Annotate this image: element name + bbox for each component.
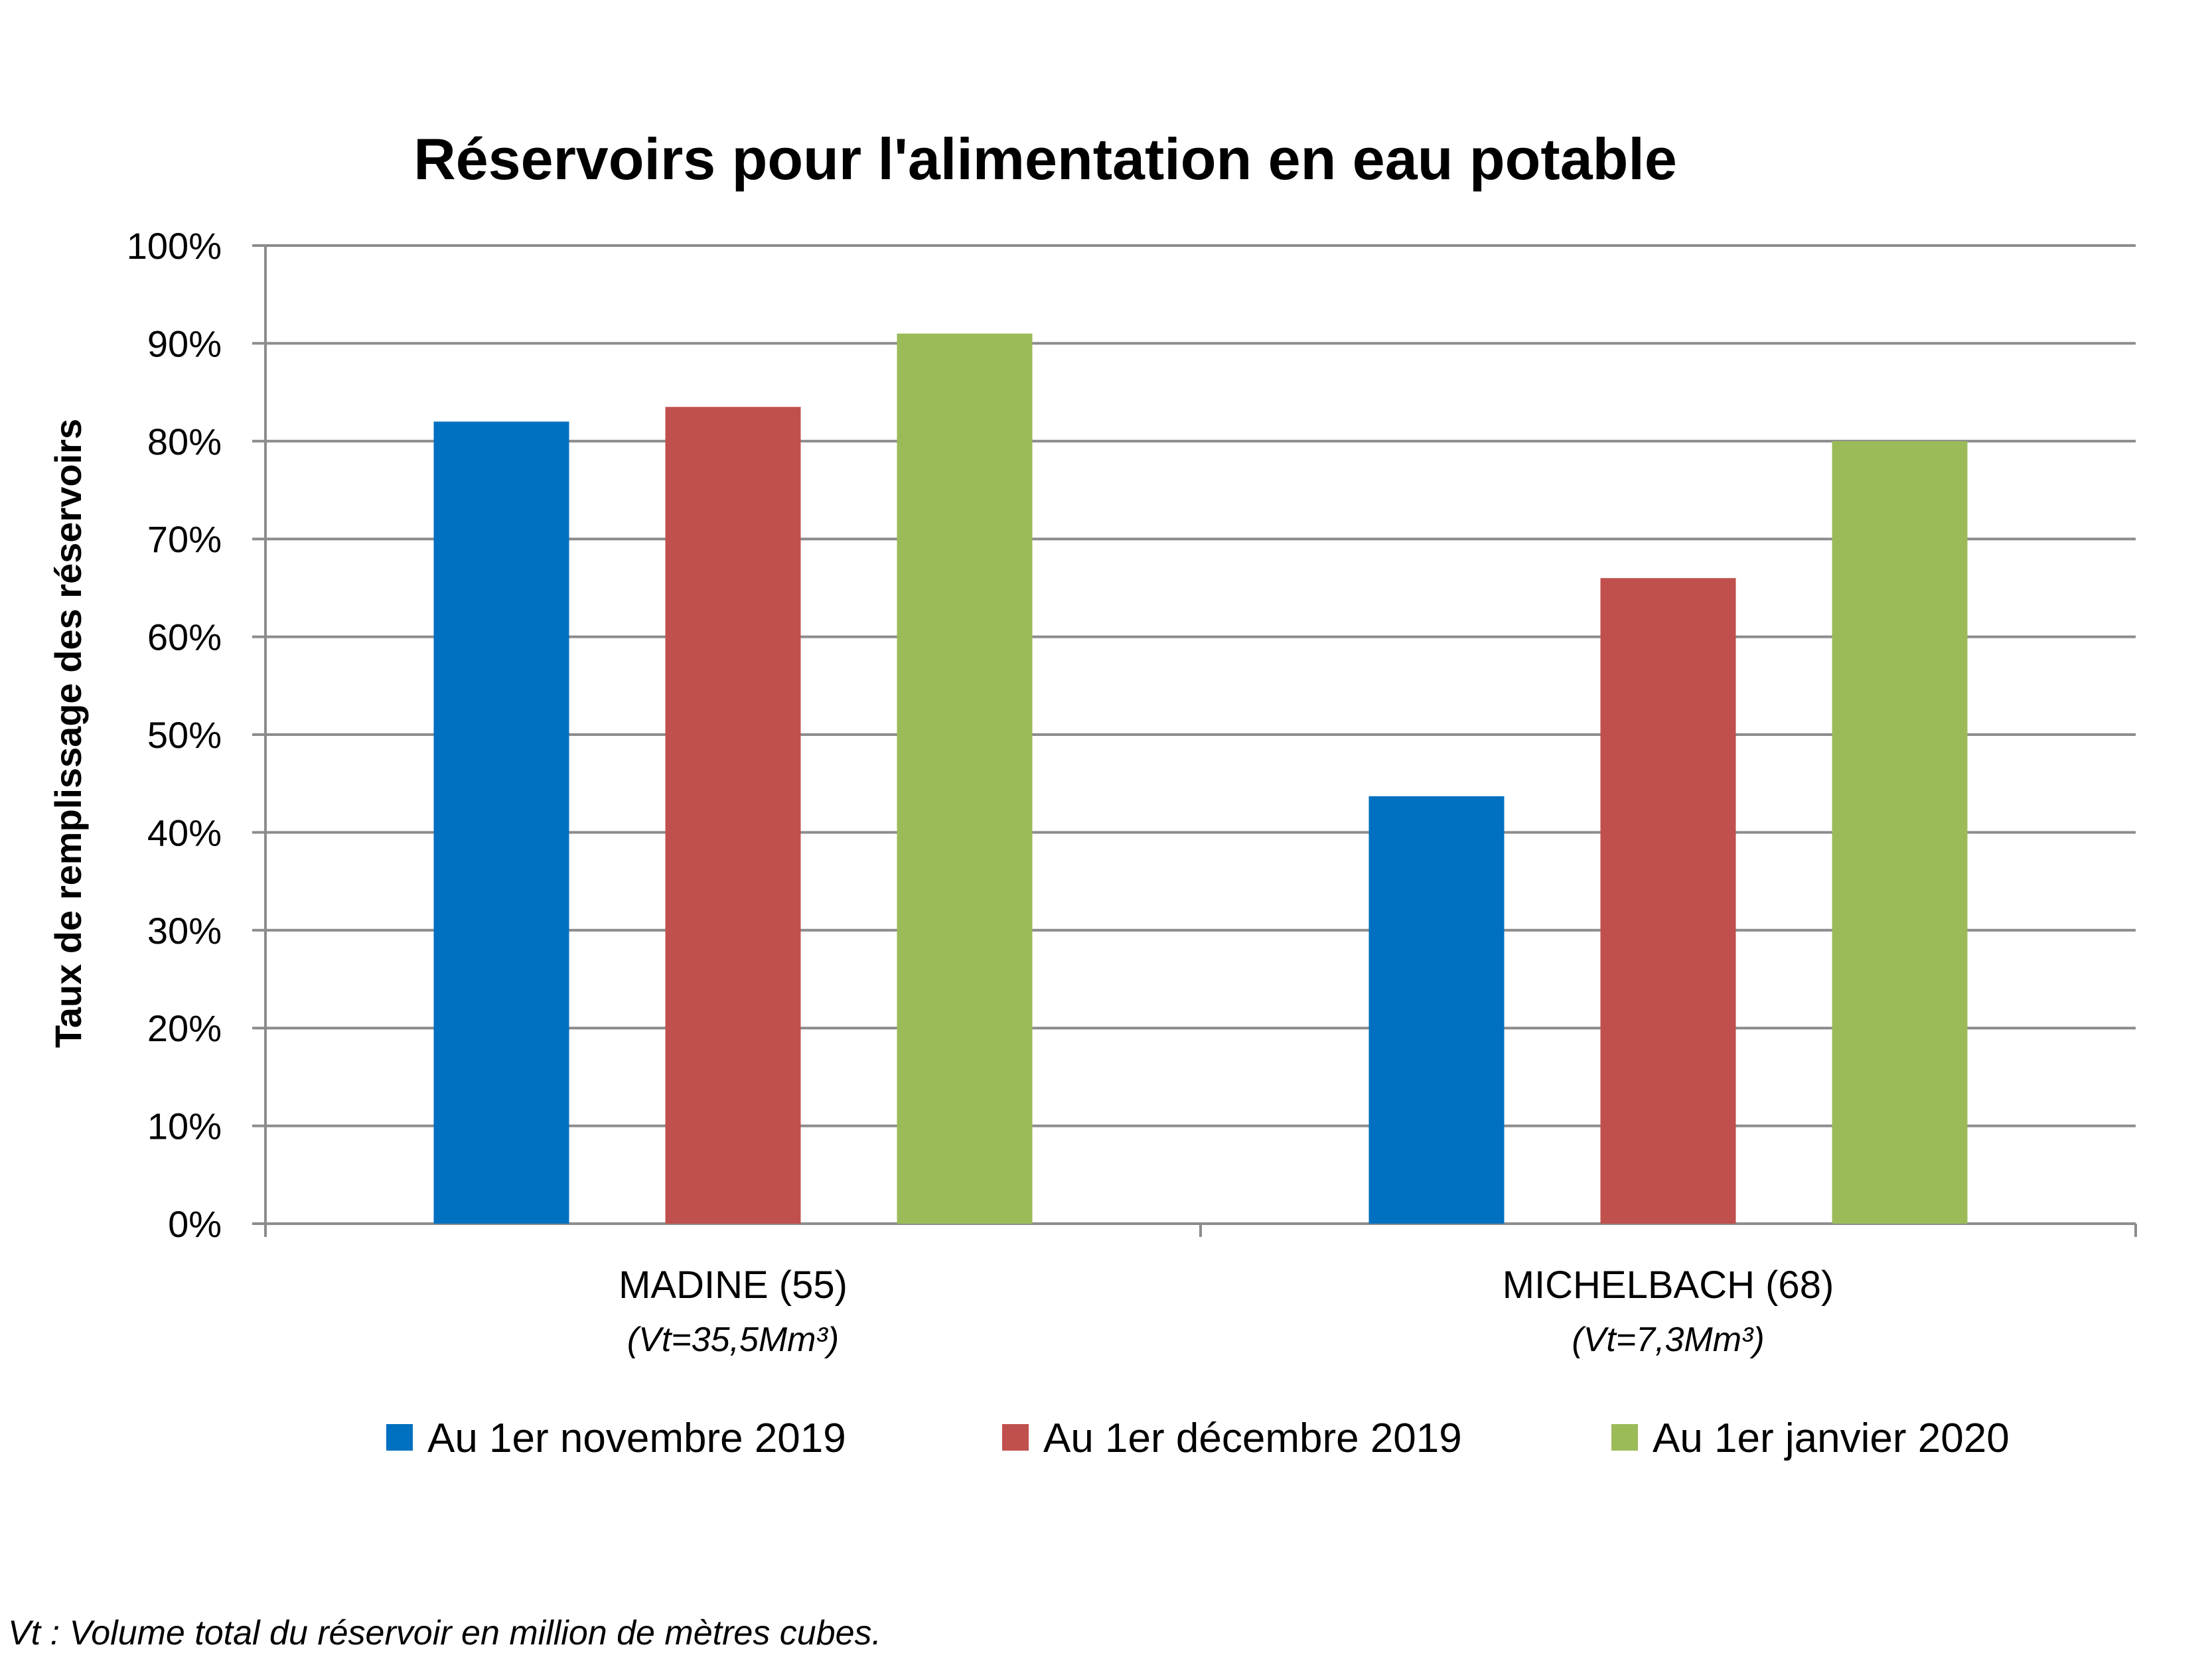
y-tick-label: 80% <box>147 421 222 463</box>
category-label: MICHELBACH (68) <box>1503 1263 1834 1307</box>
bars <box>433 333 1968 1224</box>
category-subtitle: (Vt=35,5Mm³) <box>627 1321 839 1359</box>
y-tick-label: 20% <box>147 1007 222 1049</box>
bar <box>1832 441 1968 1224</box>
chart-title: Réservoirs pour l'alimentation en eau po… <box>413 126 1677 192</box>
y-tick-label: 0% <box>168 1203 222 1245</box>
y-tick-label: 10% <box>147 1106 222 1147</box>
legend-swatch <box>386 1424 413 1451</box>
legend: Au 1er novembre 2019 Au 1er décembre 2019… <box>386 1415 2010 1461</box>
y-tick-label: 90% <box>147 323 222 364</box>
bar <box>665 407 801 1224</box>
category-label: MADINE (55) <box>619 1263 848 1307</box>
y-tick-label: 70% <box>147 518 222 560</box>
footnote: Vt : Volume total du réservoir en millio… <box>8 1614 881 1652</box>
legend-label: Au 1er janvier 2020 <box>1653 1415 2010 1461</box>
bar <box>433 421 569 1224</box>
axes <box>252 244 2137 1237</box>
category-labels: MADINE (55) (Vt=35,5Mm³) MICHELBACH (68) (V… <box>619 1263 1834 1359</box>
legend-label: Au 1er décembre 2019 <box>1043 1415 1462 1461</box>
y-tick-label: 30% <box>147 910 222 952</box>
bar <box>1368 796 1505 1224</box>
bar <box>897 333 1033 1224</box>
legend-swatch <box>1611 1424 1638 1451</box>
gridlines <box>265 244 2136 1127</box>
y-axis-label: Taux de remplissage des réservoirs <box>47 419 89 1048</box>
category-subtitle: (Vt=7,3Mm³) <box>1572 1321 1764 1359</box>
y-tick-label: 100% <box>127 225 222 267</box>
legend-label: Au 1er novembre 2019 <box>427 1415 846 1461</box>
y-tick-label: 60% <box>147 616 222 658</box>
bar <box>1600 578 1736 1224</box>
y-tick-labels: 0% 10% 20% 30% 40% 50% 60% 70% 80% 90% 100% <box>127 225 222 1245</box>
legend-swatch <box>1002 1424 1029 1451</box>
y-tick-label: 40% <box>147 812 222 853</box>
y-tick-label: 50% <box>147 714 222 756</box>
